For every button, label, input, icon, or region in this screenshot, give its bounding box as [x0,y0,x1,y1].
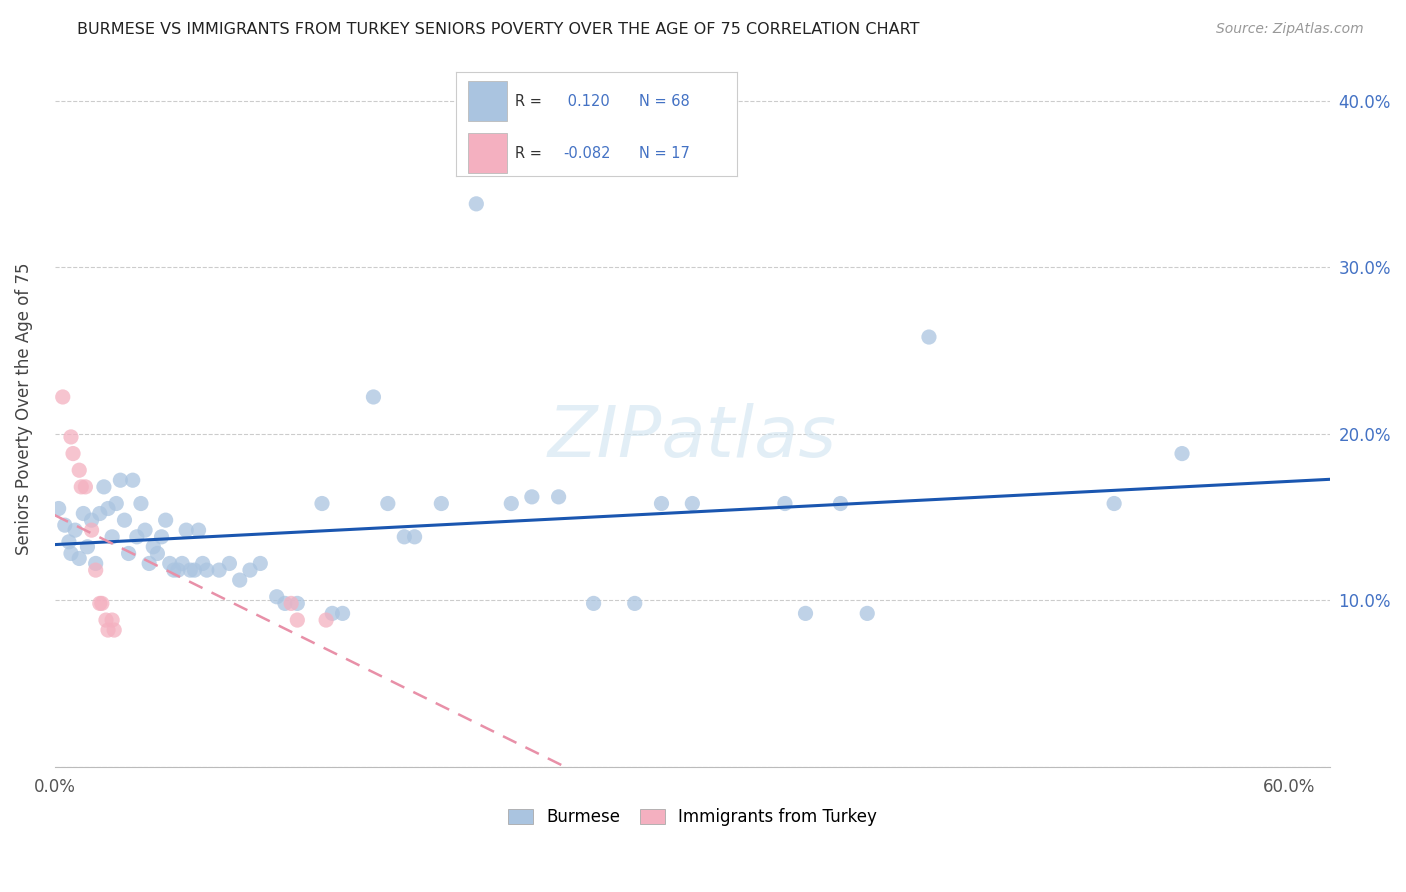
Point [208,563,231,577]
Point [1102,496,1125,510]
Point [72,507,94,521]
Point [274,596,297,610]
Point [681,496,703,510]
Point [129,496,152,510]
Point [332,607,354,621]
Point [75,480,97,494]
Point [89,507,111,521]
Point [363,390,385,404]
Point [794,607,817,621]
Point [63,523,86,537]
Point [377,496,399,510]
Point [117,546,139,560]
Point [76,540,98,554]
Point [918,330,941,344]
Point [582,596,605,610]
Point [150,530,173,544]
Point [59,546,82,560]
Point [114,513,136,527]
Point [53,518,76,533]
Point [430,496,453,510]
Legend: Burmese, Immigrants from Turkey: Burmese, Immigrants from Turkey [508,808,877,826]
Point [311,496,333,510]
Point [101,613,124,627]
Y-axis label: Seniors Poverty Over the Age of 75: Seniors Poverty Over the Age of 75 [15,262,32,555]
Point [134,523,156,537]
Point [67,551,90,566]
Point [404,530,426,544]
Point [142,540,165,554]
Point [159,557,181,571]
Point [90,596,112,610]
Point [394,530,416,544]
Point [80,523,103,537]
Point [121,473,143,487]
Point [58,534,80,549]
Point [285,613,308,627]
Point [89,596,111,610]
Point [321,607,343,621]
Text: Source: ZipAtlas.com: Source: ZipAtlas.com [1216,22,1364,37]
Point [97,623,120,637]
Point [218,557,240,571]
Point [155,513,177,527]
Point [501,496,523,510]
Point [239,563,262,577]
Point [93,480,115,494]
Point [146,546,169,560]
Point [167,563,190,577]
Point [62,446,84,460]
Point [138,557,160,571]
Point [1171,446,1194,460]
Point [84,557,107,571]
Point [125,530,148,544]
Point [191,557,214,571]
Point [315,613,337,627]
Point [623,596,645,610]
Point [48,501,70,516]
Point [228,573,250,587]
Point [520,490,543,504]
Point [547,490,569,504]
Point [84,563,107,577]
Text: BURMESE VS IMMIGRANTS FROM TURKEY SENIORS POVERTY OVER THE AGE OF 75 CORRELATION: BURMESE VS IMMIGRANTS FROM TURKEY SENIOR… [77,22,920,37]
Point [285,596,308,610]
Point [650,496,672,510]
Point [183,563,205,577]
Point [67,463,90,477]
Point [179,563,201,577]
Point [103,623,125,637]
Point [280,596,302,610]
Point [52,390,75,404]
Point [830,496,852,510]
Point [249,557,271,571]
Point [163,563,186,577]
Text: ZIPatlas: ZIPatlas [548,403,837,472]
Point [174,523,197,537]
Point [80,513,103,527]
Point [101,530,124,544]
Point [59,430,82,444]
Point [70,480,93,494]
Point [105,496,128,510]
Point [97,501,120,516]
Point [187,523,209,537]
Point [172,557,194,571]
Point [94,613,117,627]
Point [465,197,488,211]
Point [266,590,288,604]
Point [773,496,796,510]
Point [856,607,879,621]
Point [110,473,132,487]
Point [195,563,218,577]
